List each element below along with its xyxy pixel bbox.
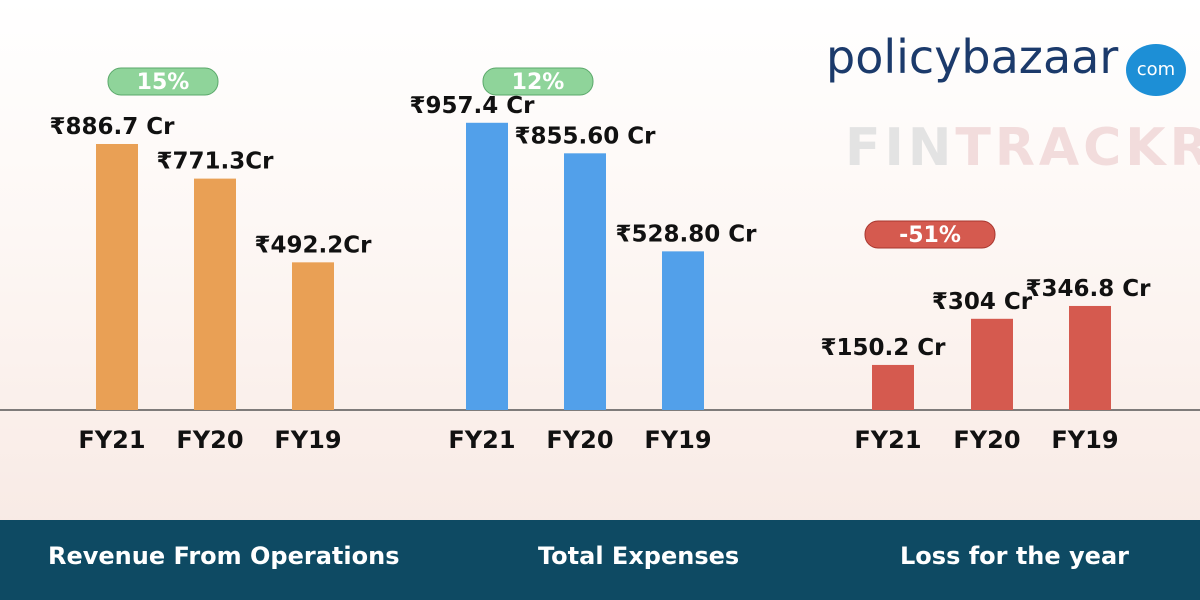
bar-value-label: ₹855.60 Cr (515, 123, 657, 149)
bar-fy21 (96, 143, 138, 411)
footer-bar: Revenue From Operations Total Expenses L… (0, 520, 1200, 600)
category-label: FY21 (448, 426, 515, 454)
category-label: FY19 (1051, 426, 1118, 454)
bar-value-label: ₹346.8 Cr (1026, 276, 1152, 302)
bar-value-label: ₹492.2Cr (255, 232, 373, 258)
fintrackr-watermark: FINTRACKR (845, 118, 1200, 178)
bar-fy19 (1069, 305, 1111, 410)
category-label: FY21 (854, 426, 921, 454)
change-badge-text: -51% (899, 223, 961, 248)
bar-value-label: ₹886.7 Cr (50, 114, 176, 140)
bar-fy20 (194, 178, 236, 410)
bar-value-label: ₹957.4 Cr (410, 93, 536, 119)
logo-part2: bazaar (961, 30, 1119, 84)
bar-value-label: ₹771.3Cr (157, 149, 275, 175)
bar-fy20 (564, 153, 606, 410)
category-label: FY20 (176, 426, 243, 454)
watermark-part2: TRACKR (955, 118, 1200, 178)
change-badge-text: 12% (512, 70, 565, 95)
logo-com-badge: com (1126, 44, 1186, 96)
bar-fy19 (292, 262, 334, 410)
bar-fy21 (872, 364, 914, 410)
logo-part1: policy (826, 30, 962, 84)
bar-charts: 15% ₹886.7 Cr FY21 ₹771.3Cr FY20 ₹492.2Cr FY19… (0, 67, 1200, 454)
bar-value-label: ₹528.80 Cr (616, 221, 758, 247)
bar-value-label: ₹150.2 Cr (821, 335, 947, 361)
change-badge (107, 67, 219, 96)
change-badge (864, 220, 996, 249)
category-label: FY19 (644, 426, 711, 454)
category-label: FY20 (953, 426, 1020, 454)
bar-fy20 (971, 318, 1013, 410)
change-badge-text: 15% (137, 70, 190, 95)
bar-value-label: ₹304 Cr (932, 289, 1033, 315)
footer-title-loss: Loss for the year (900, 542, 1129, 570)
category-label: FY19 (274, 426, 341, 454)
footer-title-revenue: Revenue From Operations (48, 542, 400, 570)
logo-text: policybazaar (826, 30, 1118, 84)
footer-title-expenses: Total Expenses (538, 542, 740, 570)
category-label: FY20 (546, 426, 613, 454)
category-label: FY21 (78, 426, 145, 454)
bar-fy19 (662, 251, 704, 410)
policybazaar-logo: policybazaar com (826, 30, 1196, 100)
change-badge (482, 67, 594, 96)
watermark-part1: FIN (845, 118, 956, 178)
bar-fy21 (466, 122, 508, 410)
